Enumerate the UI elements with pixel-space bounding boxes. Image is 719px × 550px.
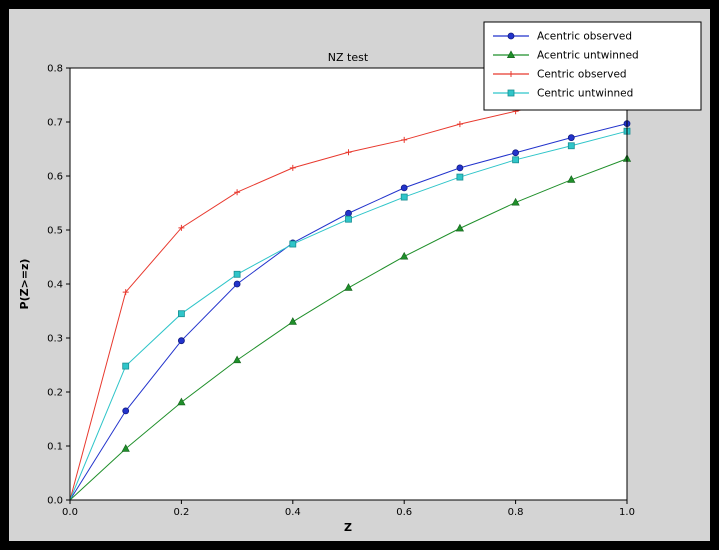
y-tick-label: 0.6: [47, 172, 63, 183]
circle-marker: [122, 407, 130, 415]
circle-marker: [233, 280, 241, 288]
triangle-marker: [567, 175, 576, 183]
plus-marker: [508, 71, 514, 77]
square-marker: [567, 142, 575, 150]
triangle-marker: [344, 283, 353, 291]
y-tick-label: 0.0: [47, 496, 63, 507]
data-series: [69, 87, 632, 501]
legend-entry-centric-observed: Centric observed: [493, 69, 627, 81]
plus-marker: [401, 136, 408, 143]
circle-marker: [567, 134, 575, 142]
plus-marker: [234, 189, 241, 196]
y-tick-label: 0.8: [47, 64, 63, 75]
x-tick-label: 0.2: [173, 507, 189, 518]
circle-marker: [507, 32, 515, 40]
square-marker: [345, 215, 352, 223]
x-tick-label: 1.0: [619, 507, 635, 518]
triangle-marker: [400, 251, 409, 260]
legend-box: [483, 21, 702, 111]
circle-marker: [345, 209, 352, 217]
series-acentric-untwinned: [69, 154, 632, 501]
chart-title: NZ test: [328, 51, 369, 64]
plus-marker: [456, 121, 463, 128]
x-axis-label: Z: [344, 521, 352, 534]
legend: Acentric observed Acentric untwinned Centr…: [483, 21, 702, 111]
legend-label: Acentric observed: [537, 31, 632, 43]
legend-entry-acentric-observed: Acentric observed: [493, 31, 632, 43]
y-tick-label: 0.2: [47, 388, 63, 399]
square-marker: [233, 270, 241, 278]
plus-marker: [289, 164, 296, 171]
circle-marker: [400, 184, 408, 192]
circle-marker: [456, 164, 464, 172]
triangle-marker: [455, 223, 465, 232]
triangle-marker: [232, 355, 242, 364]
square-marker: [507, 89, 515, 97]
axes-frame: [69, 67, 628, 501]
legend-entry-acentric-untwinned: Acentric untwinned: [493, 50, 639, 62]
legend-entry-centric-untwinned: Centric untwinned: [493, 88, 633, 100]
circle-marker: [177, 337, 185, 345]
y-tick-label: 0.7: [47, 118, 63, 129]
x-tick-label: 0.6: [396, 507, 412, 518]
plus-marker: [178, 224, 185, 231]
square-marker: [289, 240, 297, 248]
square-marker: [512, 156, 519, 164]
legend-label: Acentric untwinned: [537, 50, 639, 62]
legend-label: Centric untwinned: [537, 88, 633, 100]
y-axis-label: P(Z>=z): [18, 259, 31, 310]
x-tick-label: 0.4: [285, 507, 301, 518]
x-tick-label: 0.8: [508, 507, 524, 518]
circle-marker: [512, 149, 519, 157]
square-marker: [400, 193, 408, 201]
square-marker: [177, 310, 185, 318]
square-marker: [122, 362, 130, 370]
triangle-marker: [506, 50, 516, 58]
y-tick-label: 0.5: [47, 226, 63, 237]
axis-ticks: 0.0 0.2 0.4 0.6 0.8 1.0 0.0 0.1 0.2 0.3 0.4 0.5 0.6 0…: [47, 64, 635, 519]
legend-label: Centric observed: [537, 69, 627, 81]
y-tick-label: 0.4: [47, 280, 63, 291]
x-tick-label: 0.0: [62, 507, 78, 518]
triangle-marker: [511, 197, 520, 206]
triangle-marker: [288, 317, 297, 325]
triangle-marker: [177, 397, 186, 406]
plus-marker: [345, 149, 352, 156]
square-marker: [456, 173, 464, 181]
y-tick-label: 0.3: [47, 334, 63, 345]
y-tick-label: 0.1: [47, 442, 63, 453]
plus-marker: [122, 289, 129, 296]
triangle-marker: [121, 444, 130, 452]
